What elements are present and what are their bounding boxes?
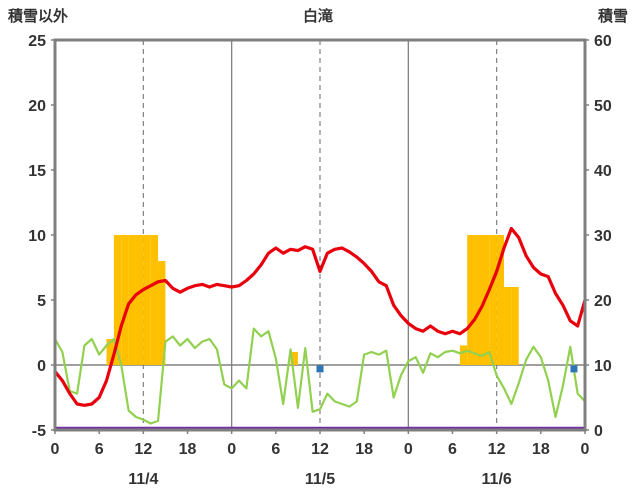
x-axis-tick-labels: 0 6 12 18 0 6 12 18 0 6 12 18 0 — [51, 441, 590, 458]
red-line — [53, 226, 587, 407]
svg-text:20: 20 — [594, 293, 612, 310]
date-labels: 11/4 11/5 11/6 — [128, 471, 512, 488]
left-axis-title: 積雪以外 — [8, 8, 69, 25]
svg-text:11/6: 11/6 — [482, 471, 512, 488]
svg-text:10: 10 — [28, 228, 46, 245]
orange-bars — [106, 235, 519, 365]
svg-text:10: 10 — [594, 358, 612, 375]
blue-square-markers — [316, 365, 578, 373]
svg-text:60: 60 — [594, 33, 612, 50]
svg-text:0: 0 — [37, 358, 46, 375]
svg-text:50: 50 — [594, 98, 612, 115]
svg-text:20: 20 — [28, 98, 46, 115]
svg-text:6: 6 — [95, 441, 104, 458]
svg-text:11/5: 11/5 — [305, 471, 335, 488]
left-axis-tick-labels: -5 0 5 10 15 20 25 — [28, 33, 46, 440]
right-axis-tick-labels: 0 10 20 30 40 50 60 — [594, 33, 612, 440]
svg-text:12: 12 — [488, 441, 506, 458]
chart-title: 白滝 — [302, 8, 334, 25]
svg-text:11/4: 11/4 — [128, 471, 158, 488]
svg-text:30: 30 — [594, 228, 612, 245]
svg-text:18: 18 — [179, 441, 197, 458]
plot-border — [53, 38, 587, 432]
svg-text:18: 18 — [355, 441, 373, 458]
svg-text:15: 15 — [28, 163, 46, 180]
svg-text:0: 0 — [227, 441, 236, 458]
right-axis-title: 積雪 — [597, 8, 628, 25]
svg-text:0: 0 — [404, 441, 413, 458]
svg-text:25: 25 — [28, 33, 46, 50]
svg-text:0: 0 — [51, 441, 60, 458]
green-line — [53, 327, 587, 425]
svg-text:-5: -5 — [32, 423, 46, 440]
svg-text:18: 18 — [532, 441, 550, 458]
svg-text:5: 5 — [37, 293, 46, 310]
svg-text:6: 6 — [448, 441, 457, 458]
svg-text:0: 0 — [594, 423, 603, 440]
svg-text:6: 6 — [271, 441, 280, 458]
svg-text:12: 12 — [311, 441, 329, 458]
svg-text:0: 0 — [581, 441, 590, 458]
svg-text:40: 40 — [594, 163, 612, 180]
svg-text:12: 12 — [134, 441, 152, 458]
